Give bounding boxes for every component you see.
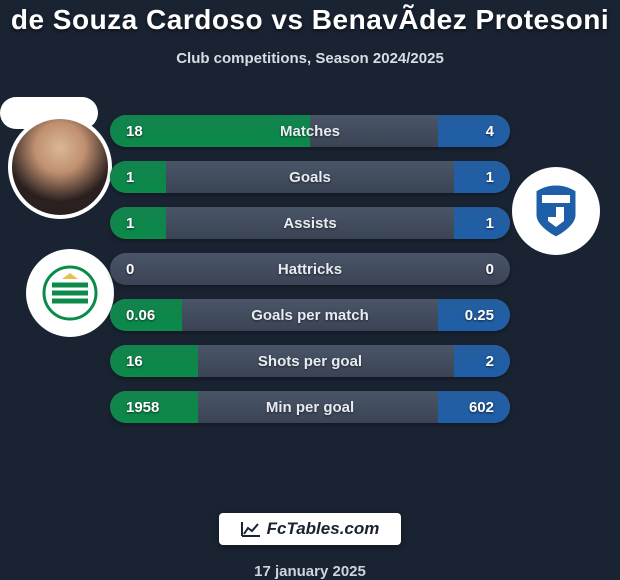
stat-right-value: 0.25 <box>465 307 494 324</box>
stat-row: 18Matches4 <box>110 115 510 147</box>
stat-label: Goals per match <box>110 307 510 324</box>
alaves-crest-icon <box>526 181 586 241</box>
brand-text: FcTables.com <box>267 519 380 539</box>
stat-row: 0Hattricks0 <box>110 253 510 285</box>
stat-row: 1958Min per goal602 <box>110 391 510 423</box>
club-left-badge <box>26 249 114 337</box>
brand-badge: FcTables.com <box>219 513 402 545</box>
stat-label: Shots per goal <box>110 353 510 370</box>
stat-right-value: 1 <box>486 169 494 186</box>
stat-row: 0.06Goals per match0.25 <box>110 299 510 331</box>
stat-label: Matches <box>110 123 510 140</box>
stat-right-value: 1 <box>486 215 494 232</box>
stat-right-value: 2 <box>486 353 494 370</box>
stat-label: Goals <box>110 169 510 186</box>
stat-row: 16Shots per goal2 <box>110 345 510 377</box>
player-left-avatar <box>8 115 112 219</box>
club-right-badge <box>512 167 600 255</box>
stat-right-value: 4 <box>486 123 494 140</box>
stat-row: 1Assists1 <box>110 207 510 239</box>
stat-label: Assists <box>110 215 510 232</box>
comparison-content: 18Matches41Goals11Assists10Hattricks00.0… <box>0 97 620 497</box>
chart-icon <box>241 521 261 537</box>
subtitle: Club competitions, Season 2024/2025 <box>176 50 444 67</box>
stat-right-value: 602 <box>469 399 494 416</box>
betis-crest-icon <box>42 265 98 321</box>
date-text: 17 january 2025 <box>254 563 366 580</box>
stat-row: 1Goals1 <box>110 161 510 193</box>
stat-label: Min per goal <box>110 399 510 416</box>
stats-list: 18Matches41Goals11Assists10Hattricks00.0… <box>110 115 510 423</box>
stat-label: Hattricks <box>110 261 510 278</box>
stat-right-value: 0 <box>486 261 494 278</box>
page-title: de Souza Cardoso vs BenavÃ­dez Protesoni <box>11 4 609 36</box>
